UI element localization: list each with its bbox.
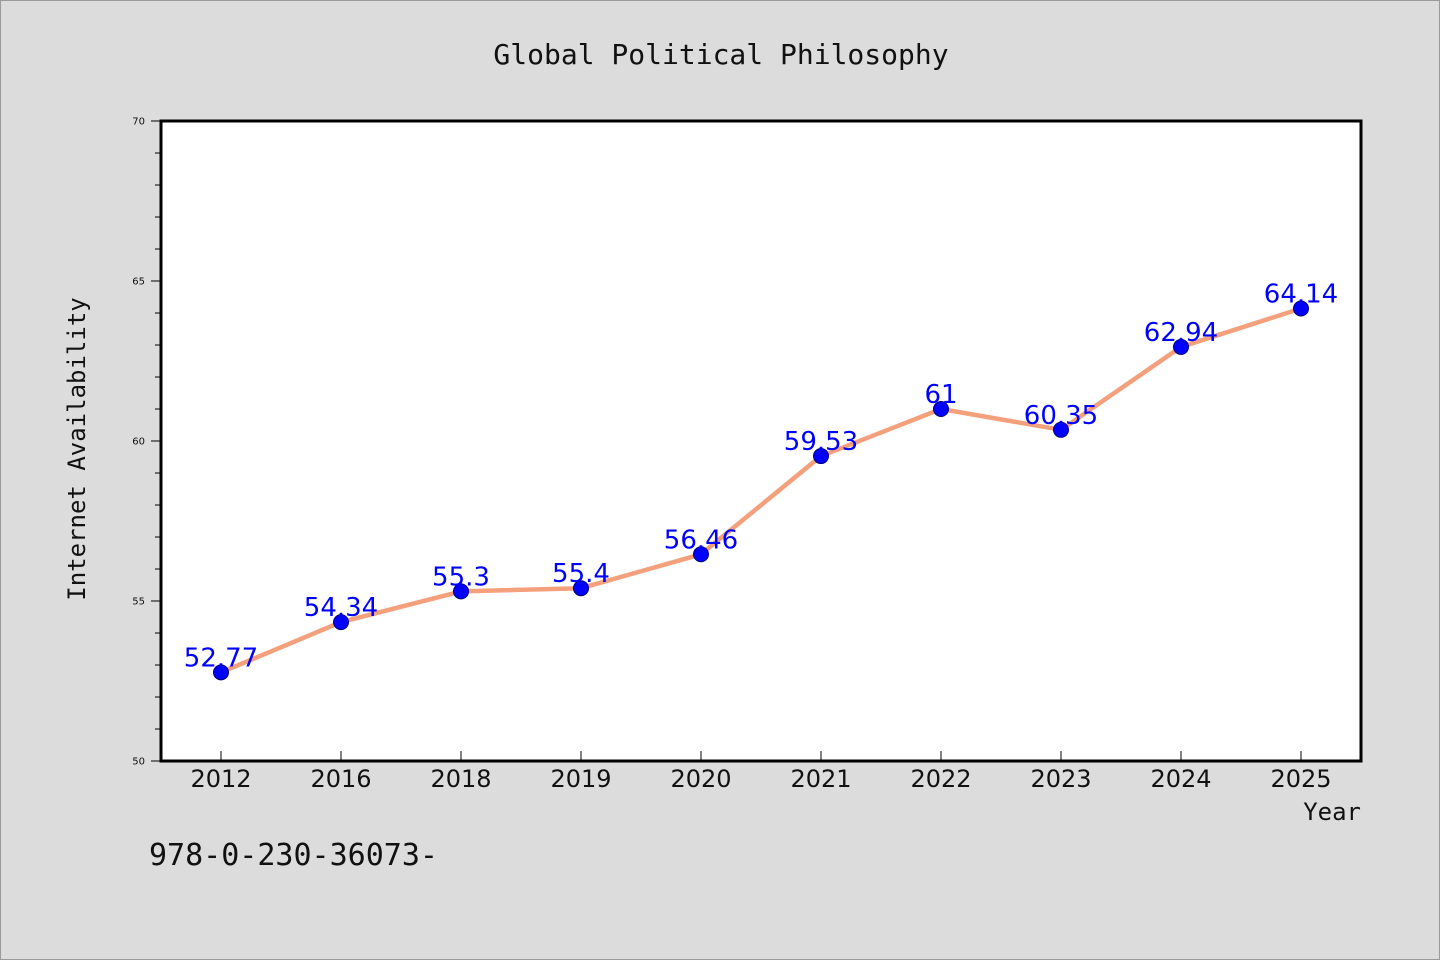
y-axis-label: Internet Availability [63, 297, 91, 600]
data-point [453, 583, 469, 600]
data-label: 55.4 [552, 559, 610, 589]
data-label: 59.53 [784, 427, 858, 457]
data-label: 54.34 [304, 593, 378, 623]
x-tick-label: 2020 [670, 765, 731, 793]
data-label: 52.77 [184, 643, 258, 673]
x-tick-label: 2021 [790, 765, 851, 793]
x-tick-label: 2012 [190, 765, 251, 793]
y-tick-label: 60 [132, 437, 145, 448]
data-point [933, 401, 949, 417]
data-label: 62.94 [1144, 318, 1218, 348]
x-tick-label: 2016 [310, 765, 371, 793]
y-tick-label: 70 [132, 117, 145, 128]
y-tick-label: 50 [132, 757, 145, 768]
y-tick-label: 55 [132, 597, 145, 608]
data-point [693, 546, 709, 563]
plot-area [159, 119, 1363, 763]
data-point [813, 448, 829, 465]
x-tick-label: 2022 [910, 765, 971, 793]
x-tick-label: 2025 [1270, 765, 1331, 793]
data-point [1173, 338, 1189, 355]
data-point [573, 580, 589, 597]
series-layer: 52.77 54.34 55.3 55.4 56.46 59.53 61 60.35 62.94… [184, 280, 1338, 681]
data-label: 61 [924, 380, 957, 410]
chart-title: Global Political Philosophy [493, 38, 948, 71]
y-axis: 50 55 60 65 70 [132, 117, 161, 768]
data-label: 56.46 [664, 525, 738, 555]
series-line [218, 306, 1304, 675]
data-point [1053, 421, 1069, 438]
x-tick-label: 2023 [1030, 765, 1091, 793]
x-axis: 2012 2016 2018 2019 2020 2021 2022 2023 2024 2025 [190, 751, 1332, 793]
data-point [1293, 300, 1309, 317]
y-tick-label: 65 [132, 277, 145, 288]
x-tick-label: 2019 [550, 765, 611, 793]
footer-isbn: 978-0-230-36073- [149, 838, 438, 873]
x-tick-label: 2024 [1150, 765, 1211, 793]
data-label: 60.35 [1024, 401, 1098, 431]
data-point [333, 614, 349, 631]
data-label: 64.14 [1264, 280, 1338, 310]
data-point [213, 664, 229, 681]
x-axis-label: Year [1303, 798, 1361, 826]
x-tick-label: 2018 [430, 765, 491, 793]
data-label: 55.3 [432, 562, 490, 592]
